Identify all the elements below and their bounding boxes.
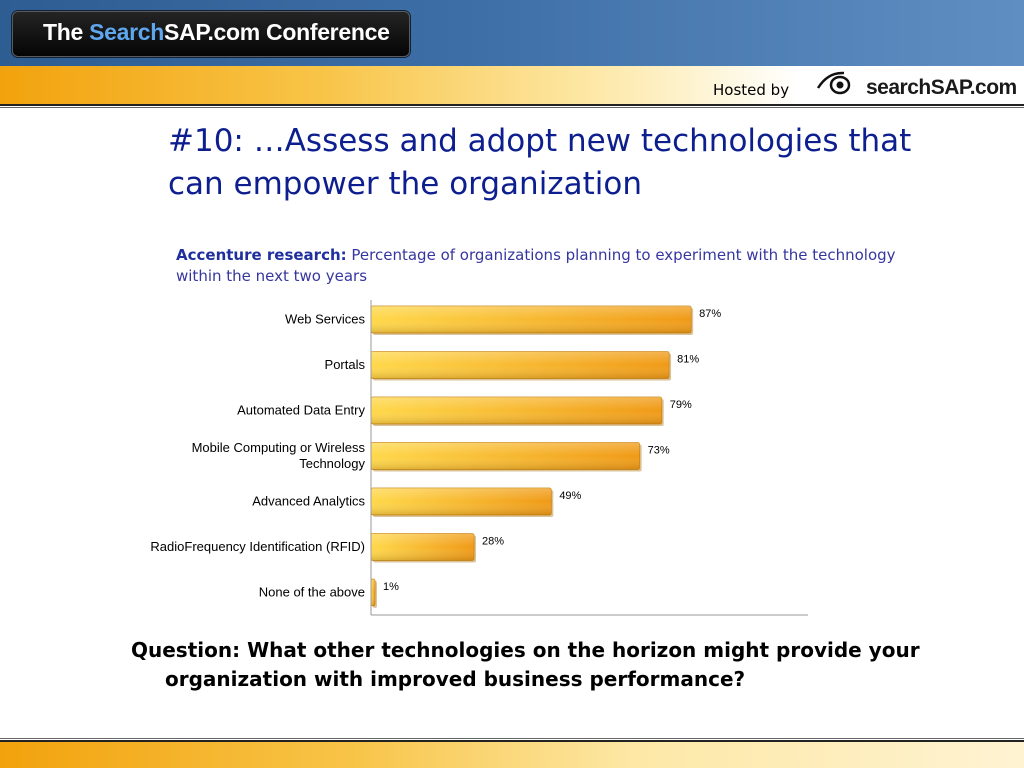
bar-highlight <box>371 397 662 424</box>
category-label: Automated Data Entry <box>237 403 365 418</box>
bar-highlight <box>371 442 640 470</box>
header-divider-thin <box>0 107 1024 108</box>
bar-highlight <box>371 533 475 561</box>
bar-chart: Web Services Portals Automated Data Entry M… <box>150 300 808 616</box>
category-label: Advanced Analytics <box>252 494 365 509</box>
discussion-question: Question: What other technologies on the… <box>131 638 920 691</box>
category-label: Web Services <box>285 312 365 327</box>
value-label: 49% <box>559 490 581 502</box>
eye-icon <box>816 71 851 95</box>
hosted-by-label: Hosted by <box>713 81 790 99</box>
category-label: Technology <box>299 456 365 471</box>
header-divider <box>0 104 1024 106</box>
header-accent-band <box>0 66 1024 104</box>
chart-bars <box>370 305 694 608</box>
caption-text: Percentage of organizations planning to … <box>176 246 896 285</box>
footer-accent-band <box>0 742 1024 768</box>
conference-logo: The SearchSAP.com Conference <box>12 11 410 57</box>
host-brand: searchSAP.com <box>866 76 1017 99</box>
chart-caption: Accenture research: Percentage of organi… <box>176 245 916 287</box>
footer-divider-thin <box>0 738 1024 739</box>
bar-highlight <box>371 351 670 379</box>
slide-title: #10: …Assess and adopt new technologies … <box>168 123 912 202</box>
conference-logo-text: The SearchSAP.com Conference <box>43 19 390 45</box>
value-label: 28% <box>482 536 504 548</box>
footer-divider <box>0 740 1024 742</box>
bar-highlight <box>371 306 692 333</box>
bar-highlight <box>371 488 552 515</box>
chart-value-labels: 87% 81% 79% 73% 49% 28% 1% <box>383 308 721 593</box>
bar-highlight <box>371 579 375 606</box>
category-label: None of the above <box>259 585 365 600</box>
value-label: 79% <box>670 399 692 411</box>
value-label: 73% <box>648 445 670 457</box>
value-label: 87% <box>699 308 721 320</box>
caption-source: Accenture research: <box>176 246 347 264</box>
value-label: 81% <box>677 354 699 366</box>
category-label: Portals <box>325 357 366 372</box>
value-label: 1% <box>383 581 399 593</box>
header-banner: The SearchSAP.com Conference <box>0 0 1024 66</box>
chart-category-labels: Web Services Portals Automated Data Entry M… <box>150 312 365 600</box>
category-label: RadioFrequency Identification (RFID) <box>150 539 365 554</box>
category-label: Mobile Computing or Wireless <box>192 440 366 455</box>
